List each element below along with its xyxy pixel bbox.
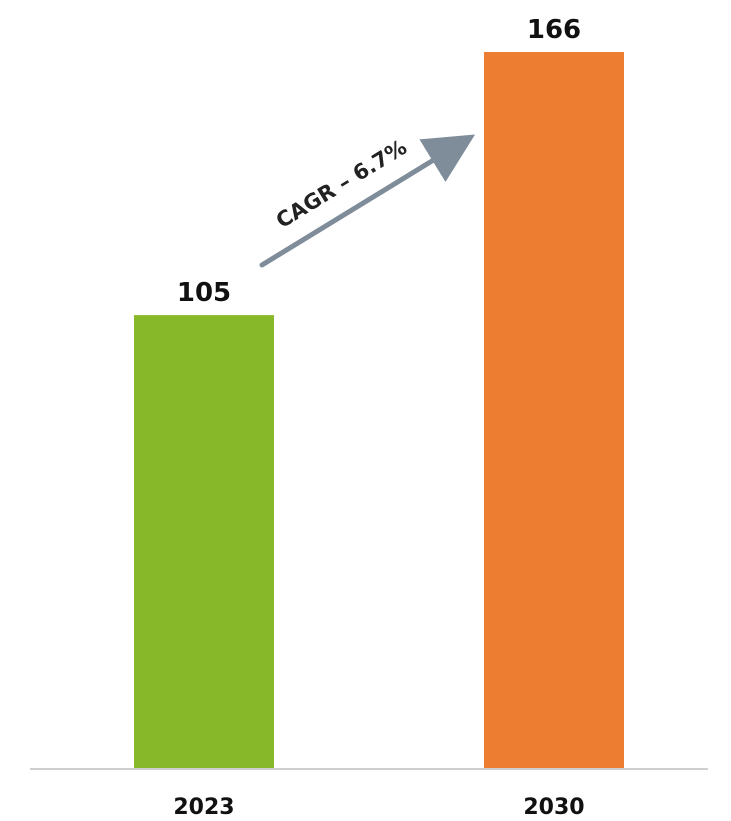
bar-2023	[134, 315, 274, 768]
data-label-2023: 105	[177, 278, 231, 308]
bars-group	[134, 52, 624, 768]
cagr-annotation: CAGR – 6.7%	[259, 134, 476, 268]
cagr-arrow	[259, 134, 476, 268]
labels-group: 105 2023 166 2030	[173, 15, 584, 820]
bar-2030	[484, 52, 624, 768]
x-tick-label-2030: 2030	[523, 795, 584, 820]
x-tick-label-2023: 2023	[173, 795, 234, 820]
data-label-2030: 166	[527, 15, 581, 45]
